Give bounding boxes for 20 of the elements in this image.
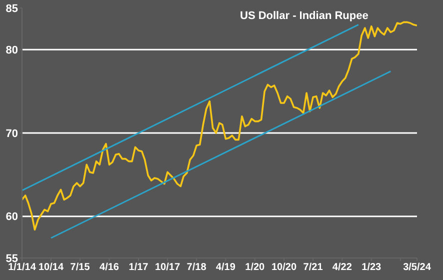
- x-tick-label: 7/15: [70, 262, 90, 274]
- x-tick-label: 10/14: [38, 262, 64, 274]
- x-tick-label: 10/17: [155, 262, 180, 274]
- x-tick-label: 10/20: [272, 262, 297, 274]
- x-tick-label: 4/19: [216, 262, 236, 274]
- x-tick-label: 4/16: [100, 262, 120, 274]
- y-tick-label: 80: [6, 44, 18, 57]
- x-tick-label: 3/5/24: [403, 262, 432, 274]
- x-tick-label: 7/18: [186, 262, 207, 274]
- chart-title: US Dollar - Indian Rupee: [240, 10, 368, 22]
- y-tick-label: 70: [6, 128, 18, 140]
- x-tick-label: 1/20: [245, 262, 266, 274]
- x-tick-label: 4/22: [332, 262, 352, 274]
- y-tick-label: 60: [6, 211, 18, 224]
- x-tick-label: 1/23: [362, 262, 382, 274]
- line-series: [22, 21, 417, 231]
- y-tick-label: 85: [6, 2, 18, 15]
- x-tick-label: 1/1/14: [8, 262, 36, 274]
- x-tick-label: 1/17: [128, 262, 149, 274]
- x-tick-label: 7/21: [303, 262, 324, 274]
